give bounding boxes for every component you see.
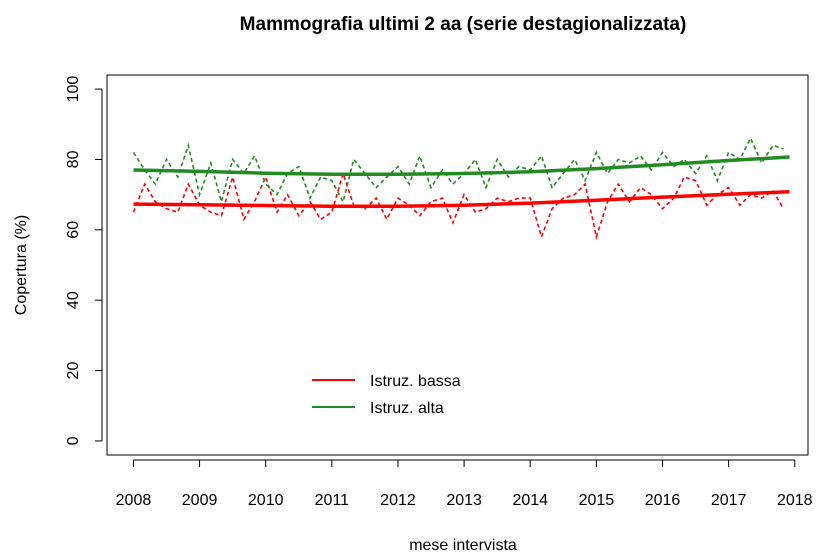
x-tick-label: 2009 (182, 492, 218, 509)
x-tick-label: 2011 (315, 492, 350, 509)
series-line (132, 136, 784, 205)
x-tick-label: 2010 (248, 492, 284, 509)
x-tick-label: 2013 (446, 492, 482, 509)
trend-line (133, 155, 790, 176)
chart-title: Mammografia ultimi 2 aa (serie destagion… (240, 14, 687, 35)
x-tick-label: 2017 (711, 492, 747, 509)
y-axis-label: Copertura (%) (13, 215, 30, 315)
plot-frame (106, 74, 809, 456)
y-tick-label: 60 (65, 221, 82, 239)
x-axis-label: mese intervista (409, 537, 517, 554)
trend-line (133, 190, 790, 208)
x-tick-label: 2018 (777, 492, 813, 509)
legend-label: Istruz. alta (370, 400, 444, 417)
y-tick-label: 80 (65, 150, 82, 168)
legend-label: Istruz. bassa (370, 373, 461, 390)
y-tick-label: 0 (65, 436, 82, 445)
x-tick-label: 2014 (512, 492, 548, 509)
series-line (132, 170, 785, 241)
y-tick-label: 20 (65, 362, 82, 380)
y-tick-label: 40 (65, 291, 82, 309)
x-tick-label: 2015 (579, 492, 615, 509)
x-tick-label: 2008 (116, 492, 152, 509)
x-tick-label: 2012 (380, 492, 416, 509)
y-tick-label: 100 (65, 76, 82, 103)
x-tick-label: 2016 (645, 492, 681, 509)
